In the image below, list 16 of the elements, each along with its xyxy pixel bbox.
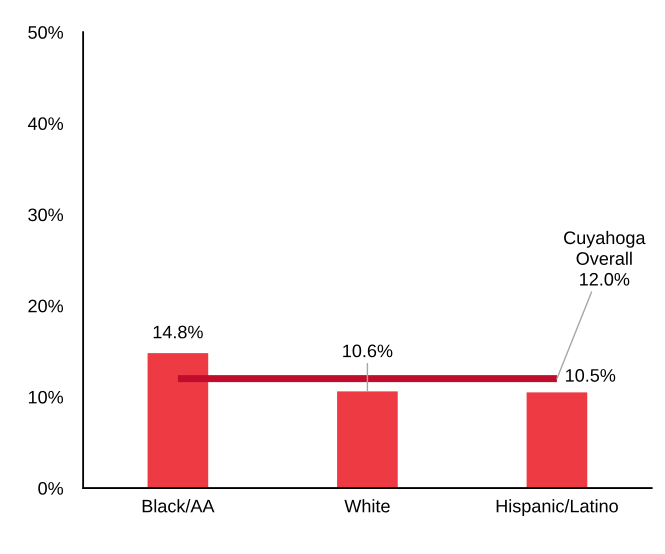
y-tick-label: 40% [28, 117, 64, 130]
bar [337, 391, 398, 488]
data-label: 14.8% [154, 326, 203, 338]
bar [526, 392, 588, 488]
bar [148, 353, 208, 488]
y-tick-label: 30% [28, 208, 64, 222]
data-label: 10.5% [566, 369, 616, 382]
y-tick-label: 20% [28, 300, 64, 312]
x-tick-label: Hispanic/Latino [496, 499, 618, 516]
x-tick-label: White [344, 499, 390, 512]
data-label: 10.6% [343, 344, 392, 358]
annotation: Cuyahoga Overall 12.0% [564, 230, 646, 286]
y-tick-label: 0% [38, 482, 64, 495]
x-tick-label: Black/AA [142, 499, 214, 512]
y-tick-label: 50% [28, 26, 64, 39]
y-tick-label: 10% [28, 390, 64, 404]
